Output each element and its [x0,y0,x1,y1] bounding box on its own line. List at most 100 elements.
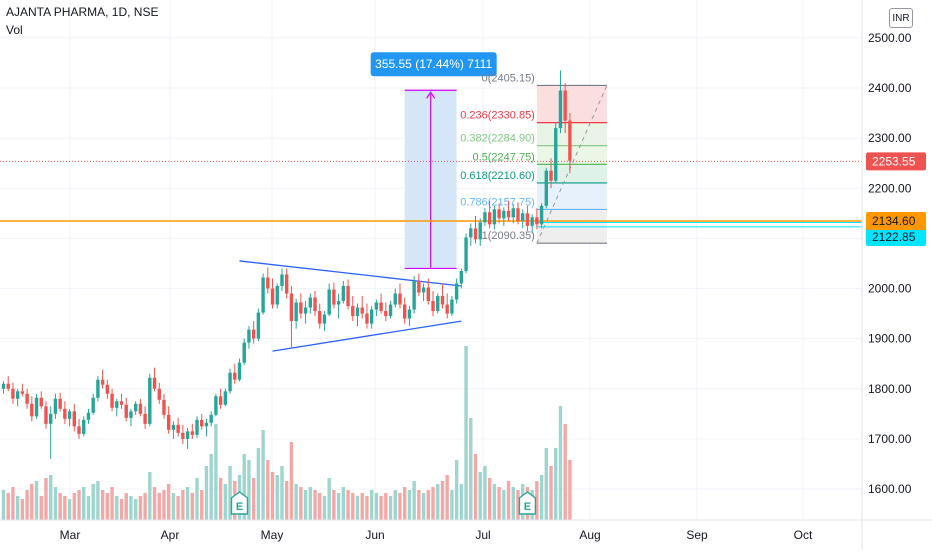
volume-bar [421,493,426,520]
candle-body [53,398,58,414]
candle-body [525,213,530,226]
candle-body [332,289,336,305]
volume-bar [407,490,412,520]
candle-body [228,372,232,392]
volume-bar [374,493,379,520]
candle-body [445,304,449,314]
candle-body [77,426,81,434]
fib-level-label: 0.786(2157.75) [460,196,535,208]
volume-bar [454,460,459,520]
price-tag-bg [866,212,926,231]
last-price-tag[interactable]: 2253.55 [866,152,926,171]
price-tag-text: 2134.60 [872,214,916,228]
price-axis: 2500.002400.002300.002200.002100.002000.… [862,0,932,550]
candle-body [67,411,72,419]
candle-body [398,293,402,305]
candle-body [72,411,76,427]
candle-body [506,210,511,218]
candle-body [110,393,114,408]
symbol-title[interactable]: AJANTA PHARMA, 1D, NSE [6,5,159,19]
time-tick-label: Apr [161,528,180,542]
volume-bar [133,499,138,520]
volume-bar [469,418,473,520]
volume-bar [436,484,440,520]
candle-body [152,377,157,389]
volume-bar [336,493,341,520]
volume-bar [417,490,421,520]
candle-body [459,270,464,284]
candle-body [303,307,308,314]
volume-bar [516,490,520,520]
candle-body [384,311,388,317]
volume-bar [478,472,482,520]
price-range-measure: 355.55 (17.44%) 7111 [370,52,497,270]
volume-bar [289,442,294,520]
price-tick-label: 1800.00 [868,382,912,396]
time-axis: Mar Apr May Jun Jul Aug Sep Oct [0,519,932,542]
volume-bar [247,460,251,520]
candle-body [563,90,567,121]
candle-body [336,301,341,305]
earnings-badge [518,491,537,515]
candle-body [497,209,501,219]
candle-body [285,274,289,294]
candle-body [440,296,445,305]
candle-body [351,306,355,317]
candle-body [82,419,86,434]
candle-body [469,228,473,238]
cyan-price-tag[interactable]: 2122.85 [866,227,926,246]
volume-bar [39,496,43,520]
candle-body [379,302,383,312]
candle-body [91,397,95,413]
currency-button[interactable]: INR [889,8,913,28]
volume-bar [549,466,553,520]
horizontal-line-price-tag[interactable]: 2134.60 [866,212,926,231]
volume-bar [473,454,478,520]
volume-bar [91,484,95,520]
volume-bar [218,478,223,520]
trendline-upper [239,260,462,287]
volume-bar [332,490,336,520]
volume-bar [511,487,515,520]
price-tick-label: 1900.00 [868,332,912,346]
candle-body [242,342,246,363]
earnings-marker-icon[interactable]: E [230,491,249,515]
earnings-marker-icon[interactable]: E [518,491,537,515]
volume-bar [440,481,445,520]
candle-body [544,170,548,206]
volume-bar [403,487,407,520]
volume-bar [398,493,402,520]
candle-body [105,384,110,394]
candle-body [138,403,143,414]
candle-body [129,411,133,418]
volume-bar [30,484,34,520]
volume-bar [63,496,67,520]
volume-bar [318,493,322,520]
fib-level-label: 0.382(2284.90) [460,133,535,145]
candle-body [403,304,407,319]
volume-bar [502,490,506,520]
candle-body [176,424,180,433]
time-tick-label: Jul [475,528,490,542]
candle-body [214,396,218,415]
volume-bar [341,487,346,520]
volume-bar [143,493,147,520]
volume-bar [251,478,256,520]
candle-body [63,408,67,419]
volume-bar [124,493,128,520]
volume-bar [266,460,270,520]
time-tick-label: Oct [794,528,813,542]
volume-indicator-label[interactable]: Vol [6,23,23,37]
volume-bar [110,487,114,520]
volume-bar [157,493,161,520]
time-tick-label: Jun [365,528,384,542]
candle-body [261,277,265,313]
volume-bar [209,454,213,520]
volume-bar [558,406,563,520]
candle-body [44,406,48,424]
volume-bar [53,487,58,520]
candle-body [535,217,539,225]
candle-body [407,309,412,319]
